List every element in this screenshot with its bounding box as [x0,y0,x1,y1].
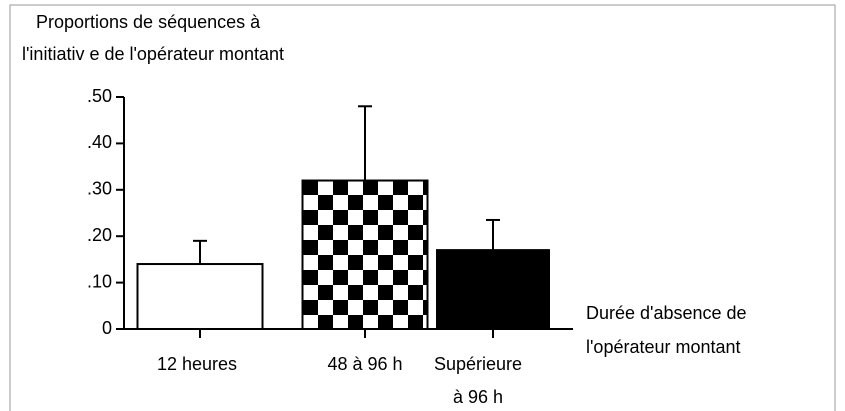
frame [9,4,836,411]
x-tick-label: 48 à 96 h [327,354,402,374]
y-tick-label: .50 [87,86,112,106]
y-tick-label: .10 [87,271,112,291]
x-axis-title: Durée d'absence de [586,303,747,323]
y-tick-label: .30 [87,179,112,199]
x-tick-label: 12 heures [157,354,237,374]
y-tick-label: .40 [87,132,112,152]
bar [301,179,429,330]
x-tick-label: à 96 h [453,387,503,407]
y-axis-title: l'initiativ e de l'opérateur montant [22,44,284,64]
bar [136,263,264,331]
x-tick-label: Supérieure [434,354,522,374]
y-tick-label: 0 [102,318,112,338]
x-axis-title: l'opérateur montant [586,337,741,357]
y-axis-title: Proportions de séquences à [36,12,261,32]
bar [436,249,550,330]
y-tick-label: .20 [87,225,112,245]
